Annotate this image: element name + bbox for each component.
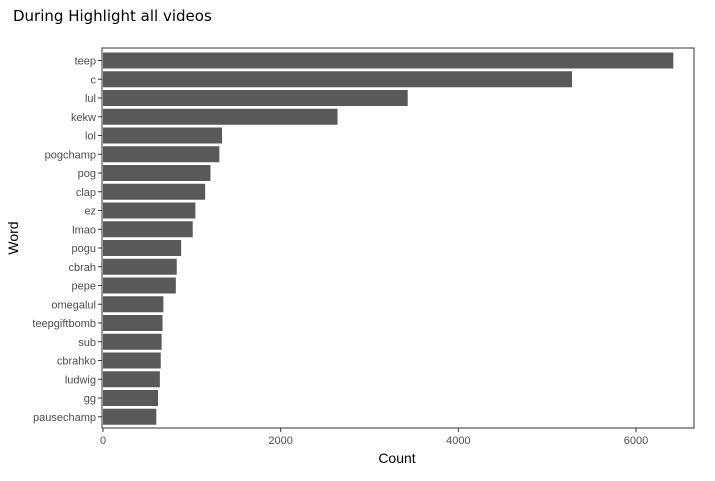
y-tick-label: clap — [76, 187, 96, 199]
bar-omegalul — [103, 296, 164, 313]
bar-kekw — [103, 108, 338, 125]
y-tick-label: pog — [78, 168, 96, 180]
y-tick-label: teep — [75, 56, 96, 68]
bar-cbrahko — [103, 352, 161, 369]
y-axis-label: Word — [5, 221, 21, 254]
y-tick-label: teepgiftbomb — [32, 318, 96, 330]
y-tick-label: cbrah — [68, 262, 96, 274]
bar-lol — [103, 127, 223, 144]
y-tick-label: sub — [78, 337, 96, 349]
bar-cbrah — [103, 258, 177, 275]
y-tick-label: ludwig — [65, 374, 96, 386]
x-tick-label: 2000 — [268, 435, 292, 447]
y-tick-label: c — [91, 74, 97, 86]
y-tick-label: lol — [85, 131, 96, 143]
bar-lul — [103, 90, 408, 106]
bar-pog — [103, 165, 211, 181]
y-tick-label: pepe — [72, 281, 96, 293]
y-tick-label: pogchamp — [45, 149, 96, 161]
bar-teepgiftbomb — [103, 315, 163, 331]
bar-sub — [103, 333, 162, 350]
y-tick-label: ez — [84, 206, 96, 218]
bar-ludwig — [103, 371, 160, 388]
x-tick-label: 4000 — [446, 435, 470, 447]
x-axis-ticks: 0 2000 4000 6000 — [100, 428, 648, 447]
y-tick-label: lul — [85, 93, 96, 105]
y-tick-label: gg — [84, 393, 96, 405]
y-tick-label: lmao — [72, 224, 96, 236]
y-tick-label: pogu — [72, 243, 96, 255]
bar-pepe — [103, 277, 176, 294]
x-tick-label: 0 — [100, 435, 106, 447]
bar-lmao — [103, 221, 193, 238]
bar-teep — [103, 52, 674, 69]
plot-panel — [101, 47, 695, 429]
x-tick-label: 6000 — [624, 435, 648, 447]
bar-pogu — [103, 240, 182, 256]
x-axis-label: Count — [378, 450, 415, 466]
bar-clap — [103, 183, 206, 200]
bar-ez — [103, 202, 196, 219]
bar-pogchamp — [103, 146, 220, 163]
y-tick-label: omegalul — [51, 299, 96, 311]
bar-c — [103, 71, 573, 88]
bars-group — [103, 52, 674, 425]
y-axis-ticks: teep c lul kekw lol pogchamp pog clap ez lmao pogu… — [32, 56, 102, 424]
bar-gg — [103, 390, 159, 406]
y-tick-label: pausechamp — [33, 412, 96, 424]
chart-title: During Highlight all videos — [13, 7, 212, 25]
y-tick-label: cbrahko — [57, 356, 96, 368]
bar-pausechamp — [103, 408, 157, 425]
y-tick-label: kekw — [71, 112, 96, 124]
